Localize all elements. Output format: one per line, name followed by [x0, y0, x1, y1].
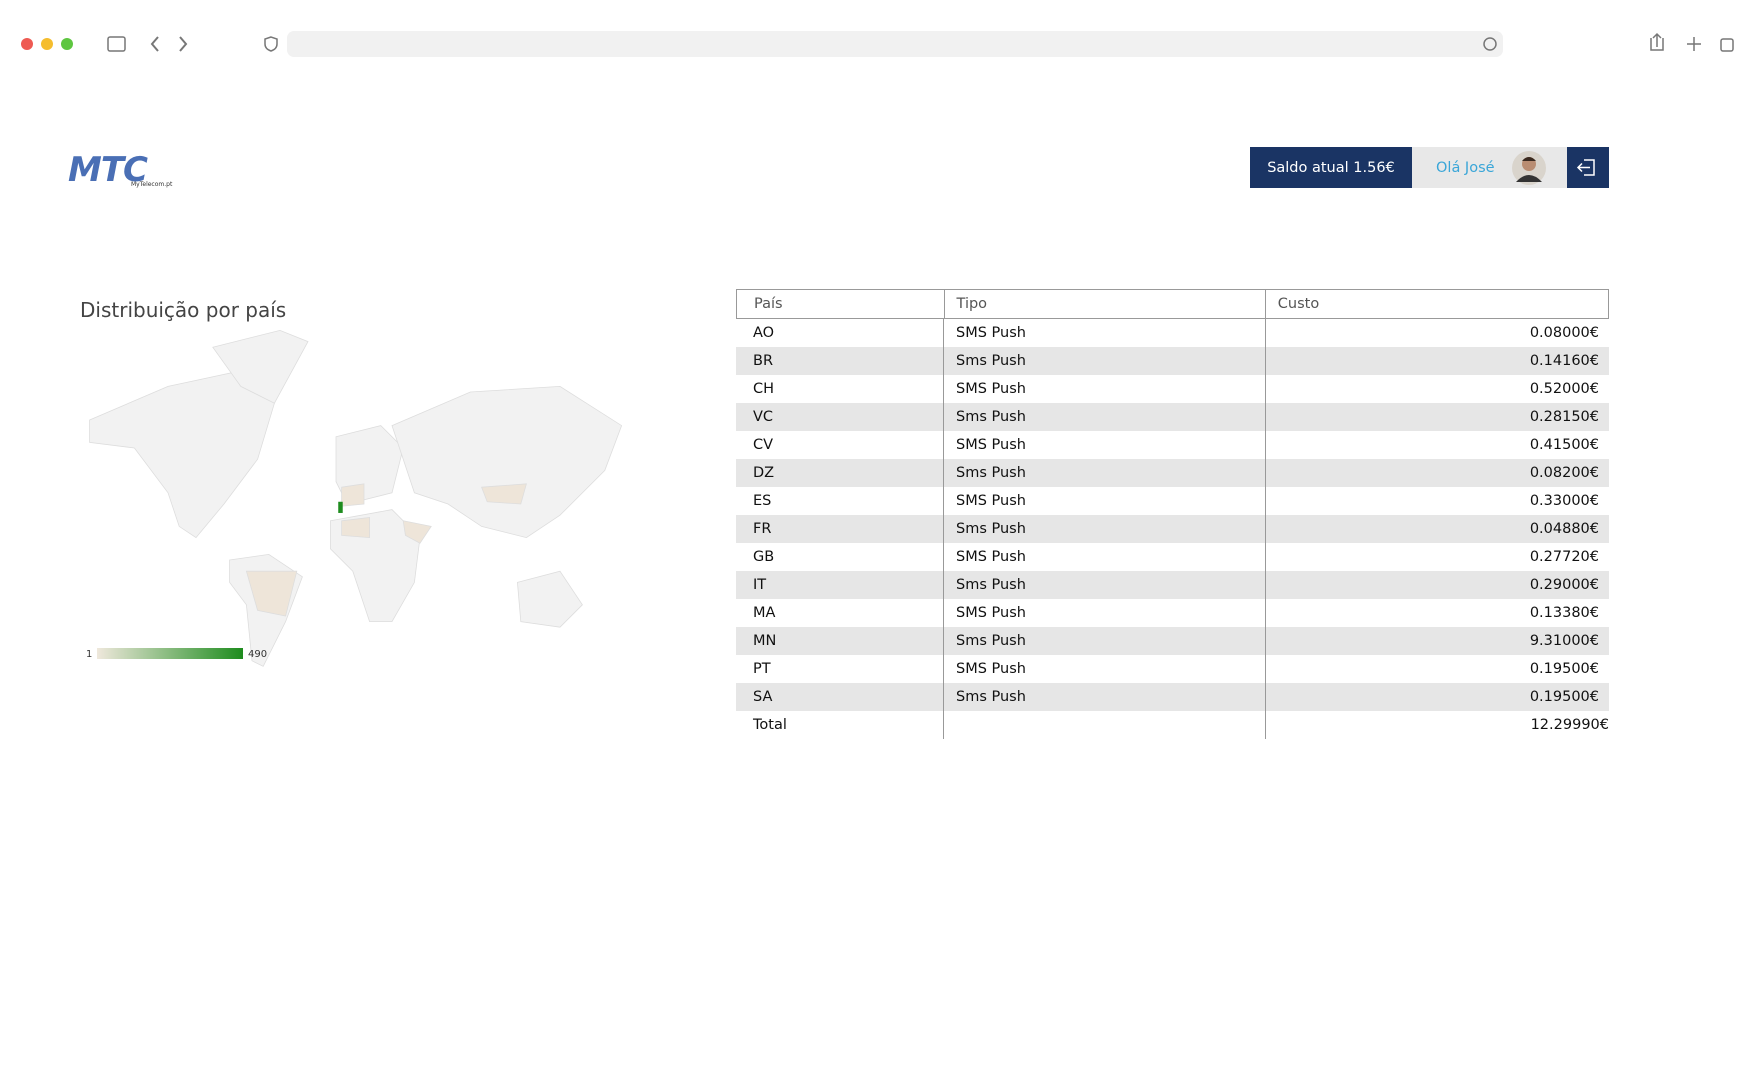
total-row: Total 12.29990€	[736, 711, 1609, 739]
table-row: MN Sms Push 9.31000€	[736, 627, 1609, 655]
greeting: Olá José	[1436, 159, 1495, 176]
world-map: 1 490	[86, 329, 623, 667]
forward-button[interactable]	[179, 36, 188, 52]
table-cell: SMS Push	[944, 319, 1266, 347]
table-cell: Sms Push	[944, 515, 1266, 543]
table-cell: FR	[736, 515, 944, 543]
table-cell: PT	[736, 655, 944, 683]
table-cell: Sms Push	[944, 403, 1266, 431]
table-row: FR Sms Push 0.04880€	[736, 515, 1609, 543]
table-cell: SA	[736, 683, 944, 711]
table-cell: 0.19500€	[1529, 689, 1599, 705]
table-cell: CH	[736, 375, 944, 403]
address-bar[interactable]	[287, 31, 1503, 57]
table-cell: SMS Push	[944, 655, 1266, 683]
column-header: Custo	[1277, 296, 1320, 312]
privacy-icon	[264, 36, 278, 52]
table-cell: SMS Push	[944, 599, 1266, 627]
table-cell: IT	[736, 571, 944, 599]
table-cell: VC	[736, 403, 944, 431]
map-title: Distribuição por país	[80, 298, 287, 322]
table-row: AO SMS Push 0.08000€	[736, 319, 1609, 347]
table-cell: SMS Push	[944, 487, 1266, 515]
table-row: CH SMS Push 0.52000€	[736, 375, 1609, 403]
total-empty	[944, 711, 1266, 739]
table-row: VC Sms Push 0.28150€	[736, 403, 1609, 431]
table-cell: 0.19500€	[1529, 661, 1599, 677]
table-row: BR Sms Push 0.14160€	[736, 347, 1609, 375]
table-cell: MN	[736, 627, 944, 655]
table-row: GB SMS Push 0.27720€	[736, 543, 1609, 571]
maximize-button[interactable]	[61, 38, 73, 50]
table-cell: 9.31000€	[1529, 633, 1599, 649]
table-cell: BR	[736, 347, 944, 375]
table-row: MA SMS Push 0.13380€	[736, 599, 1609, 627]
column-header: País	[737, 290, 945, 318]
table-cell: DZ	[736, 459, 944, 487]
table-row: IT Sms Push 0.29000€	[736, 571, 1609, 599]
table-cell: 0.13380€	[1529, 605, 1599, 621]
table-cell: 0.04880€	[1529, 521, 1599, 537]
table-row: PT SMS Push 0.19500€	[736, 655, 1609, 683]
table-cell: 0.52000€	[1529, 381, 1599, 397]
table-cell: 0.08200€	[1529, 465, 1599, 481]
legend-max: 490	[248, 649, 267, 660]
table-row: DZ Sms Push 0.08200€	[736, 459, 1609, 487]
sidebar-button[interactable]	[107, 36, 126, 52]
balance-button[interactable]: Saldo atual 1.56€	[1250, 147, 1412, 188]
table-cell: Sms Push	[944, 683, 1266, 711]
cost-table: País Tipo Custo AO SMS Push 0.08000€ BR Sms Pus…	[736, 289, 1609, 739]
table-cell: CV	[736, 431, 944, 459]
browser-toolbar	[21, 31, 1734, 57]
table-cell: GB	[736, 543, 944, 571]
table-cell: Sms Push	[944, 627, 1266, 655]
table-row: SA Sms Push 0.19500€	[736, 683, 1609, 711]
legend-min: 1	[86, 649, 92, 660]
table-cell: 0.33000€	[1529, 493, 1599, 509]
table-cell: SMS Push	[944, 375, 1266, 403]
table-cell: ES	[736, 487, 944, 515]
table-cell: 0.27720€	[1529, 549, 1599, 565]
table-cell: 0.14160€	[1529, 353, 1599, 369]
logo[interactable]: MTC	[68, 150, 148, 190]
table-cell: Sms Push	[944, 347, 1266, 375]
user-box[interactable]: Olá José	[1412, 147, 1567, 188]
table-cell: MA	[736, 599, 944, 627]
tabs-button[interactable]	[1720, 38, 1734, 52]
table-cell: 0.29000€	[1529, 577, 1599, 593]
table-header: País Tipo Custo	[736, 289, 1609, 319]
new-tab-button[interactable]	[1687, 37, 1701, 51]
logo-subtitle: MyTelecom.pt	[131, 181, 173, 188]
table-cell: AO	[736, 319, 944, 347]
minimize-button[interactable]	[41, 38, 53, 50]
logout-button[interactable]	[1567, 147, 1609, 188]
table-cell: 0.08000€	[1529, 325, 1599, 341]
table-row: CV SMS Push 0.41500€	[736, 431, 1609, 459]
reload-button[interactable]	[1483, 37, 1497, 51]
legend-bar	[97, 648, 243, 659]
back-button[interactable]	[150, 36, 159, 52]
share-button[interactable]	[1650, 32, 1664, 51]
table-cell: SMS Push	[944, 543, 1266, 571]
table-cell: Sms Push	[944, 571, 1266, 599]
total-label: Total	[736, 711, 944, 739]
total-cost: 12.29990€	[1530, 717, 1609, 733]
close-button[interactable]	[21, 38, 33, 50]
table-row: ES SMS Push 0.33000€	[736, 487, 1609, 515]
table-cell: 0.41500€	[1529, 437, 1599, 453]
table-cell: Sms Push	[944, 459, 1266, 487]
table-cell: 0.28150€	[1529, 409, 1599, 425]
table-cell: SMS Push	[944, 431, 1266, 459]
column-header: Tipo	[945, 290, 1266, 318]
avatar	[1511, 150, 1546, 185]
